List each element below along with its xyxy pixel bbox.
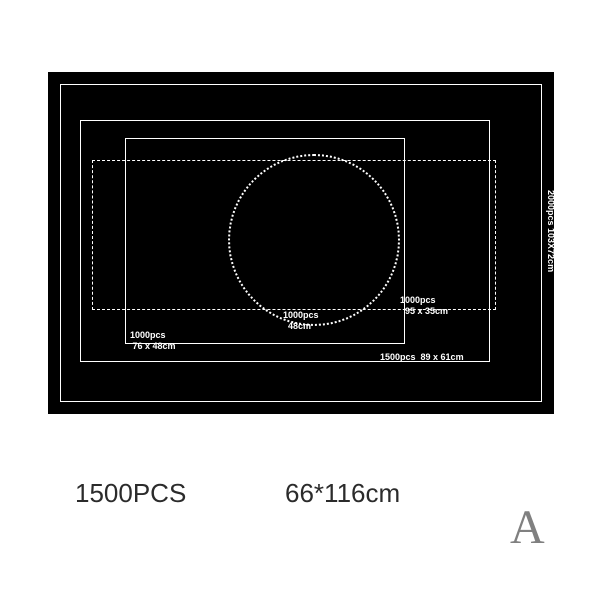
variant-letter: A	[510, 500, 545, 555]
lbl-1000pcs-48cm: 1000pcs 48cm	[283, 310, 319, 332]
caption-size: 66*116cm	[285, 478, 400, 509]
lbl-1000pcs-right: 1000pcs 95 x 35cm	[400, 295, 448, 317]
circle-1000	[228, 154, 400, 326]
canvas: 1000pcs 95 x 35cm 1000pcs 48cm 1000pcs 7…	[0, 0, 600, 600]
caption-pieces: 1500PCS	[75, 478, 186, 509]
lbl-2000pcs-vertical: 2000pcs 103X72cm	[546, 190, 556, 272]
lbl-1000pcs-left: 1000pcs 76 x 48cm	[130, 330, 176, 352]
lbl-1500pcs: 1500pcs 89 x 61cm	[380, 352, 464, 363]
